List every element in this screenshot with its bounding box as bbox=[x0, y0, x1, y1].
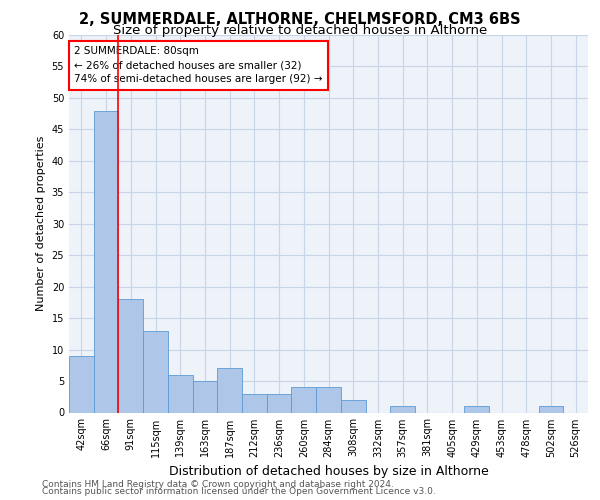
Text: 2, SUMMERDALE, ALTHORNE, CHELMSFORD, CM3 6BS: 2, SUMMERDALE, ALTHORNE, CHELMSFORD, CM3… bbox=[79, 12, 521, 28]
Bar bbox=[390, 406, 415, 412]
Bar bbox=[94, 110, 118, 412]
Text: Contains public sector information licensed under the Open Government Licence v3: Contains public sector information licen… bbox=[42, 487, 436, 496]
Bar bbox=[69, 356, 94, 412]
Text: Contains HM Land Registry data © Crown copyright and database right 2024.: Contains HM Land Registry data © Crown c… bbox=[42, 480, 394, 489]
Bar bbox=[316, 388, 341, 412]
Bar bbox=[143, 330, 168, 412]
Y-axis label: Number of detached properties: Number of detached properties bbox=[36, 136, 46, 312]
Bar bbox=[539, 406, 563, 412]
Bar bbox=[341, 400, 365, 412]
Text: 2 SUMMERDALE: 80sqm
← 26% of detached houses are smaller (32)
74% of semi-detach: 2 SUMMERDALE: 80sqm ← 26% of detached ho… bbox=[74, 46, 323, 84]
Bar bbox=[118, 299, 143, 412]
Bar bbox=[267, 394, 292, 412]
Bar bbox=[242, 394, 267, 412]
Text: Size of property relative to detached houses in Althorne: Size of property relative to detached ho… bbox=[113, 24, 487, 37]
X-axis label: Distribution of detached houses by size in Althorne: Distribution of detached houses by size … bbox=[169, 465, 488, 478]
Bar bbox=[217, 368, 242, 412]
Bar bbox=[193, 381, 217, 412]
Bar bbox=[292, 388, 316, 412]
Bar bbox=[464, 406, 489, 412]
Bar bbox=[168, 375, 193, 412]
